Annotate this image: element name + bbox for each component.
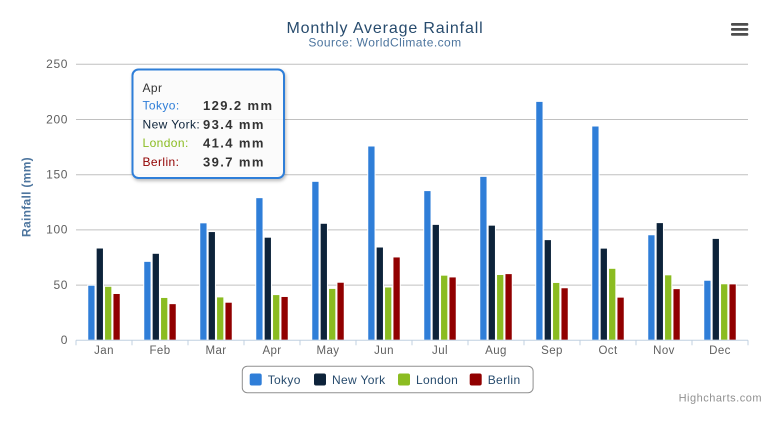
svg-text:250: 250 [46,57,68,71]
svg-text:Apr: Apr [262,345,281,357]
svg-text:Nov: Nov [653,345,675,357]
svg-text:Aug: Aug [485,345,507,357]
svg-text:Source: WorldClimate.com: Source: WorldClimate.com [308,36,461,50]
svg-text:Jan: Jan [94,345,114,357]
svg-text:Berlin:: Berlin: [143,155,180,169]
svg-text:Oct: Oct [598,345,617,357]
svg-text:Monthly Average Rainfall: Monthly Average Rainfall [286,20,483,37]
svg-text:Sep: Sep [541,345,563,357]
svg-text:39.7 mm: 39.7 mm [203,155,265,170]
svg-text:Apr: Apr [143,81,163,95]
svg-text:Tokyo: Tokyo [268,373,301,387]
svg-text:50: 50 [53,278,68,292]
svg-text:London: London [416,373,458,387]
svg-text:Jun: Jun [374,345,394,357]
svg-text:200: 200 [46,112,68,126]
svg-text:Highcharts.com: Highcharts.com [679,393,762,405]
svg-text:Berlin: Berlin [488,373,521,387]
svg-text:93.4 mm: 93.4 mm [203,117,265,132]
svg-text:Jul: Jul [432,345,448,357]
svg-text:New York:: New York: [143,117,201,131]
svg-text:0: 0 [61,333,68,347]
svg-text:150: 150 [46,168,68,182]
svg-text:May: May [317,345,340,357]
svg-text:New York: New York [332,373,386,387]
svg-text:Mar: Mar [205,345,226,357]
svg-text:129.2 mm: 129.2 mm [203,98,273,113]
svg-text:Feb: Feb [149,345,170,357]
svg-text:London:: London: [143,136,189,150]
svg-text:Dec: Dec [709,345,731,357]
svg-text:Rainfall (mm): Rainfall (mm) [20,157,34,237]
svg-text:100: 100 [46,223,68,237]
svg-text:41.4 mm: 41.4 mm [203,136,265,151]
svg-text:Tokyo:: Tokyo: [143,99,180,113]
